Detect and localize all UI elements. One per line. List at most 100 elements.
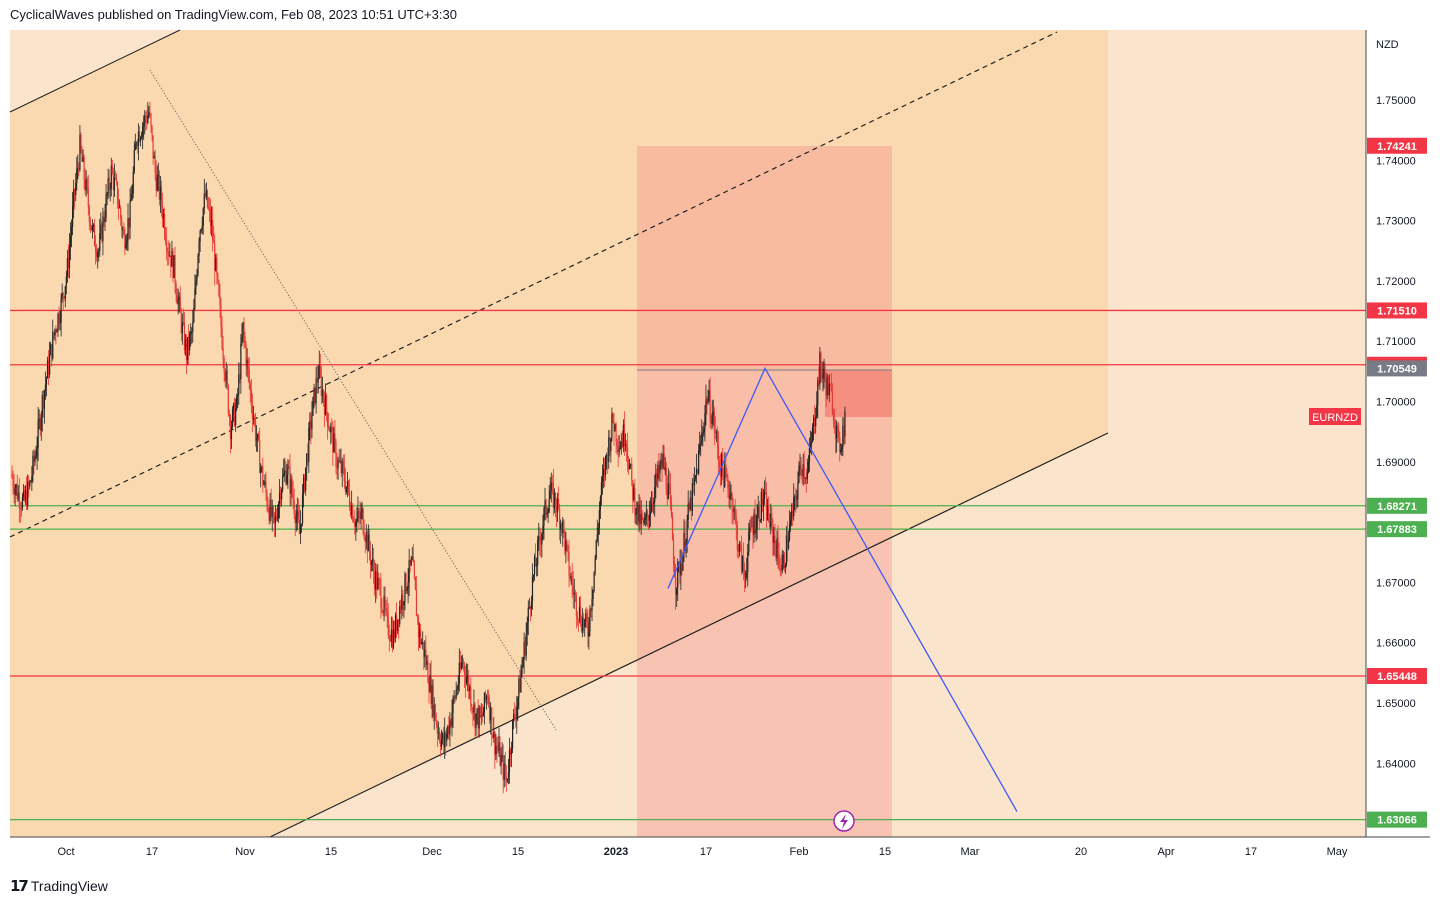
y-tick-label: 1.65000: [1376, 698, 1416, 710]
candle: [20, 501, 23, 517]
candle: [245, 340, 247, 376]
candle: [446, 727, 448, 747]
candle: [49, 341, 51, 379]
candle: [314, 387, 316, 406]
candle: [637, 501, 639, 527]
candle: [695, 453, 698, 484]
candle: [683, 519, 685, 562]
candle: [426, 655, 428, 670]
price-axis[interactable]: [1366, 30, 1430, 837]
candle: [571, 563, 573, 599]
candle: [143, 115, 145, 140]
candle: [735, 509, 737, 541]
candle: [827, 374, 829, 396]
price-tag-label: 1.70549: [1377, 363, 1417, 375]
candle: [824, 362, 826, 383]
candle: [328, 413, 330, 431]
candle: [356, 507, 358, 533]
candle: [700, 434, 702, 457]
candle: [542, 514, 544, 541]
tradingview-logo-icon: 𝟭𝟳: [10, 878, 29, 895]
downtrend-line: [149, 69, 557, 731]
candle: [671, 512, 674, 541]
candle: [560, 519, 562, 544]
candle: [63, 295, 65, 302]
candle: [224, 368, 226, 388]
candle: [329, 425, 331, 433]
candle: [666, 475, 668, 506]
candle: [364, 535, 366, 554]
candle: [240, 333, 242, 394]
candle: [713, 406, 715, 446]
candle: [118, 188, 120, 220]
candle: [590, 607, 592, 618]
candle: [502, 744, 504, 794]
footer-brand[interactable]: 𝟭𝟳 TradingView: [10, 877, 108, 895]
candle: [244, 331, 246, 348]
candle: [177, 288, 179, 315]
trade-zone-upper: [637, 146, 892, 370]
candle: [407, 568, 409, 604]
candle: [189, 330, 191, 356]
candle: [300, 523, 303, 533]
time-axis[interactable]: [10, 837, 1366, 867]
candle: [825, 372, 827, 408]
candle: [775, 540, 777, 562]
candle: [120, 205, 122, 226]
candle: [348, 478, 351, 511]
y-tick-label: 1.71000: [1376, 336, 1416, 348]
candle: [598, 501, 600, 535]
candle: [451, 699, 453, 737]
candle: [574, 589, 576, 603]
candle: [86, 176, 88, 194]
candle: [467, 663, 469, 692]
candle: [101, 221, 103, 243]
candle: [298, 504, 301, 535]
lightning-icon[interactable]: [833, 810, 855, 832]
candle: [195, 275, 197, 295]
candle: [252, 405, 255, 425]
candle: [341, 457, 343, 488]
candle: [27, 474, 29, 510]
candle: [500, 747, 502, 775]
price-tag-bg: [1367, 137, 1427, 154]
candle: [301, 484, 304, 527]
candle: [44, 371, 47, 400]
candle: [626, 432, 629, 472]
price-tag-label: 1.67883: [1377, 524, 1417, 536]
candle: [504, 751, 506, 787]
candle: [369, 541, 372, 579]
candle: [72, 191, 74, 236]
candle: [379, 577, 381, 596]
candle: [729, 481, 731, 510]
candle: [668, 471, 670, 495]
candle: [429, 662, 431, 693]
candle: [693, 466, 696, 496]
candle: [85, 170, 87, 197]
candle: [521, 656, 523, 678]
candle: [579, 596, 582, 627]
candle: [188, 324, 190, 366]
candle: [230, 420, 233, 450]
candle: [154, 149, 156, 181]
candle: [243, 317, 245, 350]
candle: [501, 742, 503, 763]
candle: [692, 473, 695, 494]
candle: [227, 383, 229, 417]
candle: [450, 718, 452, 728]
candle: [600, 476, 603, 506]
candle: [698, 443, 700, 476]
candle: [15, 483, 17, 496]
candle: [334, 419, 336, 454]
candle: [752, 515, 754, 549]
candle: [367, 524, 369, 552]
candle: [196, 268, 198, 286]
candle: [108, 169, 110, 198]
candle: [282, 467, 284, 493]
candle: [257, 433, 259, 453]
candle: [483, 692, 485, 725]
candle: [615, 421, 617, 454]
candle: [594, 554, 596, 576]
candle: [380, 572, 382, 619]
